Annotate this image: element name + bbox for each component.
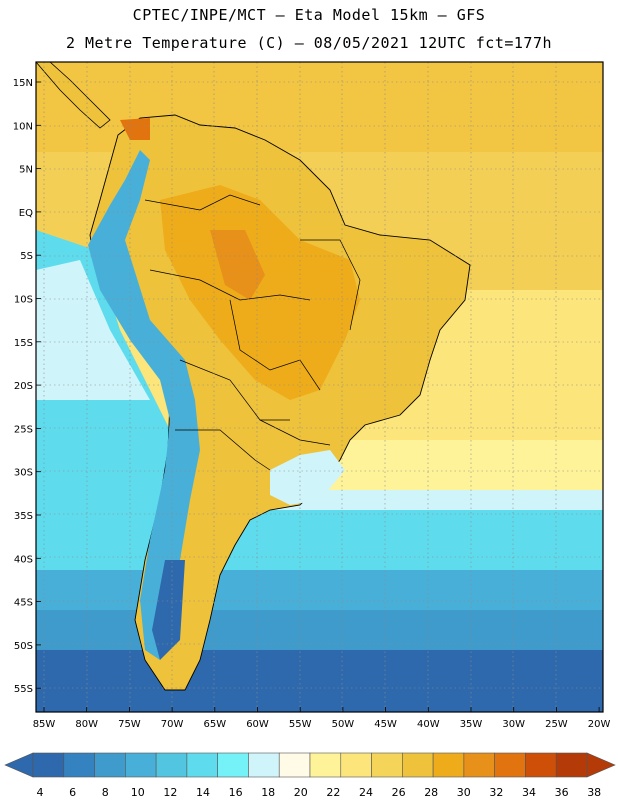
colorbar-swatch	[217, 752, 249, 778]
graticule	[36, 62, 603, 712]
colorbar-swatch	[32, 752, 65, 778]
colorbar-label: 16	[229, 786, 243, 799]
lat-label: 20S	[14, 381, 33, 392]
lat-label: 10N	[13, 121, 33, 132]
map-field	[36, 62, 603, 712]
colorbar-min-arrow	[4, 752, 34, 778]
lon-label: 70W	[161, 719, 184, 730]
ocean-cold-band	[36, 650, 603, 712]
longitude-ticks: 85W 80W 75W 70W 65W 60W 55W 50W 45W 40W 35W 30W 25W 2…	[33, 707, 611, 730]
colorbar-swatch	[309, 752, 342, 778]
colorbar-swatch	[494, 752, 526, 778]
lat-label: EQ	[19, 208, 33, 219]
colorbar-swatch	[525, 752, 557, 778]
uruguay-cool-region	[270, 450, 345, 505]
colorbar-swatch	[402, 752, 434, 778]
colorbar-swatch	[155, 752, 188, 778]
lon-label: 30W	[502, 719, 525, 730]
colorbar-label: 8	[102, 786, 109, 799]
colorbar-label: 12	[163, 786, 177, 799]
colorbar-label: 20	[294, 786, 308, 799]
colorbar-swatch	[186, 752, 218, 778]
colorbar-label: 28	[424, 786, 438, 799]
colorbar-label: 32	[489, 786, 503, 799]
latitude-ticks: 15N 10N 5N EQ 5S 10S 15S 20S 25S 30S 35S 40S 45S 50S 5…	[13, 78, 41, 695]
colorbar-swatch	[340, 752, 372, 778]
lat-label: 30S	[14, 468, 33, 479]
pacific-pale-region	[36, 260, 150, 400]
chart-title-line-1: CPTEC/INPE/MCT – Eta Model 15km – GFS	[132, 6, 486, 24]
ocean-blue-band	[36, 570, 603, 610]
colorbar: 4 6 8 10 12 14 16 18 20 22 24 26 28 30 32 34 36 38	[4, 752, 616, 799]
colorbar-swatch	[248, 752, 280, 778]
amazon-hot-region	[160, 185, 360, 400]
lat-label: 5S	[20, 251, 33, 262]
lat-label: 5N	[19, 165, 33, 176]
lon-label: 35W	[460, 719, 483, 730]
lat-label: 15N	[13, 78, 33, 89]
colorbar-label: 4	[37, 786, 44, 799]
colorbar-label: 26	[392, 786, 406, 799]
lon-label: 20W	[588, 719, 611, 730]
colorbar-max-arrow	[586, 752, 616, 778]
ocean-deep-band	[36, 610, 603, 650]
lon-label: 80W	[75, 719, 98, 730]
colorbar-label: 34	[522, 786, 536, 799]
interior-hotspot	[210, 230, 265, 300]
map-frame	[35, 61, 604, 713]
northern-hotspot	[120, 118, 150, 140]
lat-label: 10S	[14, 295, 33, 306]
lat-label: 15S	[14, 338, 33, 349]
lon-label: 50W	[332, 719, 355, 730]
lat-label: 25S	[14, 424, 33, 435]
colorbar-swatch	[278, 752, 311, 778]
colorbar-label: 22	[326, 786, 340, 799]
lon-label: 45W	[374, 719, 397, 730]
colorbar-label: 10	[131, 786, 145, 799]
colorbar-swatch	[463, 752, 495, 778]
lat-label: 40S	[14, 554, 33, 565]
lat-label: 55S	[14, 684, 33, 695]
colorbar-label: 14	[196, 786, 210, 799]
andes-cold-ridge	[88, 150, 200, 660]
colorbar-label: 6	[69, 786, 76, 799]
colorbar-label: 38	[587, 786, 601, 799]
colorbar-swatch	[125, 752, 157, 778]
lon-label: 25W	[545, 719, 568, 730]
lat-label: 50S	[14, 641, 33, 652]
lon-label: 60W	[246, 719, 269, 730]
lon-label: 65W	[203, 719, 226, 730]
lon-label: 75W	[118, 719, 141, 730]
central-america-landmass	[36, 62, 111, 129]
lon-label: 55W	[289, 719, 312, 730]
patagonia-cold-region	[152, 560, 185, 660]
colorbar-label: 36	[555, 786, 569, 799]
lon-label: 40W	[417, 719, 440, 730]
lon-label: 85W	[33, 719, 56, 730]
colorbar-label: 30	[457, 786, 471, 799]
colorbar-swatch	[371, 752, 403, 778]
colorbar-swatch	[63, 752, 95, 778]
colorbar-label: 18	[261, 786, 275, 799]
colorbar-swatch	[94, 752, 126, 778]
colorbar-swatch	[432, 752, 465, 778]
lat-label: 35S	[14, 511, 33, 522]
colorbar-label: 24	[359, 786, 373, 799]
lat-label: 45S	[14, 598, 33, 609]
colorbar-swatch	[555, 752, 588, 778]
country-borders	[144, 194, 361, 471]
chart-title-line-2: 2 Metre Temperature (C) – 08/05/2021 12U…	[65, 34, 553, 52]
